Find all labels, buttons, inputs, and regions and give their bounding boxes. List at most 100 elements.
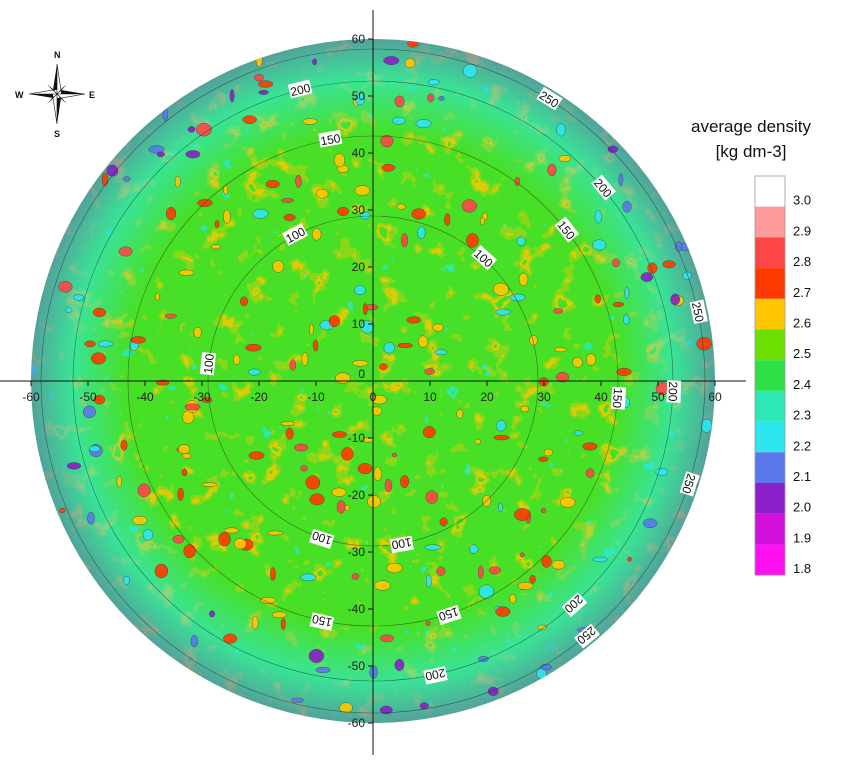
density-spot — [456, 409, 464, 419]
density-spot — [248, 368, 261, 376]
ring-label-bg — [287, 79, 313, 99]
x-tick-label: 50 — [651, 390, 665, 404]
density-spot — [234, 538, 247, 550]
density-spot — [335, 372, 351, 384]
density-spot — [87, 511, 95, 525]
density-spot — [245, 343, 262, 352]
ring-label-bg — [309, 612, 335, 631]
ring-label: 100 — [389, 535, 414, 554]
density-spot — [415, 119, 432, 129]
density-spot — [302, 118, 318, 125]
density-spot — [509, 593, 517, 604]
density-spot — [611, 258, 620, 268]
density-spot — [585, 468, 595, 478]
legend-label: 2.6 — [793, 316, 811, 331]
density-spot — [248, 451, 265, 460]
legend-swatch — [755, 237, 785, 269]
ring-label-bg — [610, 386, 627, 410]
density-spot — [315, 666, 331, 674]
density-spot — [148, 145, 165, 154]
legend-swatch — [755, 206, 785, 238]
ring-label-text: 200 — [424, 666, 447, 684]
density-spot — [195, 122, 212, 137]
density-spot — [178, 269, 195, 276]
density-spot — [380, 134, 394, 148]
legend-label: 2.5 — [793, 346, 811, 361]
density-spot — [379, 705, 393, 715]
compass-north-arrow-light — [56, 63, 62, 95]
x-tick-label: -10 — [307, 390, 325, 404]
legend-label: 2.4 — [793, 377, 811, 392]
density-spot — [582, 442, 598, 451]
density-spot — [417, 226, 426, 239]
density-spot — [391, 452, 398, 458]
density-spot — [517, 581, 534, 590]
density-spot — [336, 500, 346, 514]
density-spot — [396, 203, 406, 210]
density-spot — [332, 431, 347, 438]
density-spot — [233, 354, 241, 366]
legend-swatch — [755, 483, 785, 514]
ring-label: 200 — [665, 380, 682, 403]
density-spot — [305, 475, 321, 490]
density-spot — [258, 89, 269, 95]
density-spot — [461, 199, 478, 213]
density-spot — [301, 352, 309, 366]
density-spot — [574, 430, 583, 436]
density-spot — [84, 340, 96, 348]
legend-swatch — [755, 176, 785, 207]
density-spots — [58, 39, 713, 715]
density-spot — [477, 565, 484, 579]
density-spot — [383, 56, 400, 65]
y-tick-label: -10 — [348, 431, 366, 445]
ring-label: 150 — [309, 612, 335, 631]
density-spot — [406, 316, 421, 324]
density-spot — [425, 620, 431, 626]
density-spot — [642, 518, 658, 529]
density-spot — [177, 487, 184, 501]
density-spot — [120, 439, 128, 451]
density-spot — [466, 233, 479, 248]
density-spot — [411, 208, 426, 220]
x-tick-label: -40 — [136, 390, 154, 404]
density-spot — [616, 367, 632, 376]
density-spot — [682, 271, 692, 280]
density-spot — [381, 163, 396, 172]
ring-label-text: 250 — [689, 301, 707, 324]
ring-label: 100 — [199, 351, 217, 376]
density-spot — [229, 89, 235, 103]
density-spot — [201, 482, 218, 487]
density-spot — [333, 153, 346, 168]
density-spot — [118, 246, 133, 257]
density-spot — [211, 244, 221, 250]
density-spot — [543, 448, 553, 457]
density-spot — [295, 174, 302, 188]
density-spot — [474, 438, 481, 445]
legend-label: 2.9 — [793, 223, 811, 238]
density-spot — [97, 340, 114, 348]
ring-label: 150 — [436, 604, 462, 626]
y-tick-label: -30 — [348, 545, 366, 559]
density-spot — [623, 314, 630, 325]
density-spot — [312, 58, 317, 66]
density-spot — [154, 563, 169, 579]
density-spot — [558, 155, 572, 162]
density-spot — [315, 188, 329, 199]
density-spot — [554, 347, 567, 353]
legend-swatch — [755, 452, 785, 483]
density-spot — [594, 294, 601, 304]
density-spot — [547, 163, 557, 177]
density-spot — [251, 615, 259, 630]
density-spot — [383, 342, 396, 354]
density-spot — [214, 220, 220, 229]
density-spot — [373, 466, 382, 481]
density-spot — [73, 294, 85, 301]
density-spot — [462, 64, 478, 78]
legend: average density [kg dm-3] 3.0 2.9 2.8 2.7 2.… — [691, 117, 812, 576]
density-spot — [354, 185, 371, 196]
density-spot — [478, 656, 489, 662]
density-spot — [93, 394, 106, 405]
ring-label-text: 150 — [319, 131, 341, 148]
ring-label-text: 100 — [201, 353, 217, 375]
density-spot — [425, 574, 432, 588]
